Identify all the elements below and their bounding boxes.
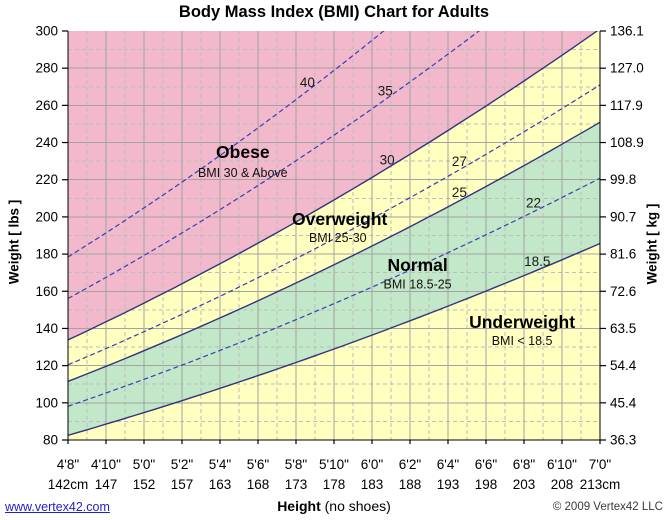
y-tick-label-lbs: 220 — [35, 172, 58, 187]
x-tick-label-feet: 5'0" — [133, 457, 156, 472]
y-tick-label-kg: 136.1 — [610, 24, 644, 39]
y-tick-label-lbs: 260 — [35, 98, 58, 113]
y-tick-label-kg: 117.9 — [610, 98, 643, 113]
region-label-obese: Obese — [216, 142, 270, 162]
x-tick-label-cm: 188 — [399, 477, 422, 492]
x-tick-label-feet: 6'4" — [437, 457, 460, 472]
x-tick-label-cm: 168 — [247, 477, 270, 492]
y-tick-label-lbs: 180 — [35, 247, 58, 262]
x-tick-label-cm: 147 — [95, 477, 118, 492]
region-sublabel-obese: BMI 30 & Above — [198, 166, 288, 180]
x-tick-label-feet: 4'8" — [57, 457, 80, 472]
bmi-line-30 — [68, 31, 599, 341]
bmi-value-label-30: 30 — [380, 152, 395, 167]
x-axis-title-bold: Height — [277, 498, 321, 514]
x-tick-label-feet: 7'0" — [589, 457, 612, 472]
bmi-line-27 — [68, 84, 600, 366]
y-tick-label-lbs: 140 — [35, 321, 58, 336]
region-labels: Obese BMI 30 & Above Overweight BMI 25-30 No… — [198, 142, 575, 348]
bmi-value-label-22: 22 — [526, 196, 541, 211]
bmi-line-22 — [68, 177, 600, 407]
x-tick-label-cm: 163 — [209, 477, 232, 492]
x-axis-title-normal: (no shoes) — [320, 498, 391, 514]
y-tick-label-kg: 127.0 — [610, 61, 644, 76]
x-tick-label-feet: 5'2" — [171, 457, 194, 472]
bmi-value-label-35: 35 — [378, 84, 393, 99]
region-sublabel-overweight: BMI 25-30 — [309, 231, 367, 245]
x-tick-label-cm: 157 — [171, 477, 194, 492]
copyright-text: © 2009 Vertex42 LLC — [552, 501, 663, 513]
y-tick-label-lbs: 240 — [35, 135, 58, 150]
region-sublabel-underweight: BMI < 18.5 — [492, 334, 553, 348]
y-tick-label-lbs: 300 — [35, 24, 58, 39]
y-tick-label-lbs: 100 — [35, 395, 58, 410]
region-label-overweight: Overweight — [292, 209, 387, 229]
x-tick-label-cm: 198 — [475, 477, 498, 492]
y-tick-label-kg: 45.4 — [610, 395, 637, 410]
y-tick-label-lbs: 120 — [35, 358, 58, 373]
x-tick-label-feet: 6'0" — [361, 457, 384, 472]
vertex42-website-link[interactable]: www.vertex42.com — [5, 500, 110, 514]
x-tick-label-cm: 142cm — [48, 477, 89, 492]
x-tick-label-cm: 213cm — [580, 477, 621, 492]
y-axis-ticks: 300 136.1 280 127.0 260 117.9 240 108.9 220 99.8 2… — [35, 24, 643, 448]
y-tick-label-lbs: 200 — [35, 209, 58, 224]
x-tick-label-cm: 208 — [551, 477, 574, 492]
region-label-normal: Normal — [387, 255, 447, 275]
x-tick-label-feet: 6'10" — [547, 457, 577, 472]
y-tick-label-kg: 72.6 — [610, 284, 636, 299]
x-tick-label-feet: 5'10" — [319, 457, 349, 472]
x-tick-label-cm: 173 — [285, 477, 308, 492]
x-tick-label-feet: 6'2" — [399, 457, 422, 472]
bmi-line-value-labels: 40 35 30 27 25 22 18.5 — [300, 75, 551, 269]
y-tick-label-lbs: 280 — [35, 61, 58, 76]
y-tick-label-kg: 99.8 — [610, 172, 636, 187]
bmi-line-25 — [68, 121, 600, 383]
bmi-value-label-40: 40 — [300, 75, 315, 90]
x-tick-label-cm: 178 — [323, 477, 346, 492]
x-tick-label-cm: 203 — [513, 477, 536, 492]
gridlines — [68, 31, 600, 440]
bmi-value-label-18.5: 18.5 — [524, 254, 550, 269]
y-tick-label-kg: 63.5 — [610, 321, 636, 336]
x-tick-label-cm: 193 — [437, 477, 460, 492]
x-tick-label-feet: 6'8" — [513, 457, 536, 472]
x-tick-label-feet: 5'6" — [247, 457, 270, 472]
x-tick-label-cm: 152 — [133, 477, 156, 492]
bmi-line-35 — [68, 31, 480, 300]
bmi-value-label-25: 25 — [452, 185, 467, 200]
y-tick-label-kg: 108.9 — [610, 135, 644, 150]
chart-title: Body Mass Index (BMI) Chart for Adults — [178, 3, 490, 21]
y-tick-label-kg: 54.4 — [610, 358, 637, 373]
x-tick-label-feet: 6'6" — [475, 457, 498, 472]
bmi-value-label-27: 27 — [452, 154, 467, 169]
y-tick-label-kg: 36.3 — [610, 433, 636, 448]
y-tick-label-kg: 90.7 — [610, 209, 636, 224]
bmi-lines — [68, 31, 600, 436]
y-tick-label-lbs: 80 — [43, 433, 58, 448]
y-tick-label-lbs: 160 — [35, 284, 58, 299]
bmi-line-18.5 — [68, 242, 600, 436]
y-tick-label-kg: 81.6 — [610, 247, 636, 262]
region-label-underweight: Underweight — [469, 312, 575, 332]
x-tick-label-feet: 5'4" — [209, 457, 232, 472]
x-axis-title: Height (no shoes) — [277, 498, 391, 514]
region-sublabel-normal: BMI 18.5-25 — [384, 277, 452, 291]
x-tick-label-feet: 5'8" — [285, 457, 308, 472]
x-tick-label-cm: 183 — [361, 477, 384, 492]
bmi-line-40 — [68, 31, 385, 258]
region-obese — [68, 31, 598, 340]
x-tick-label-feet: 4'10" — [91, 457, 121, 472]
